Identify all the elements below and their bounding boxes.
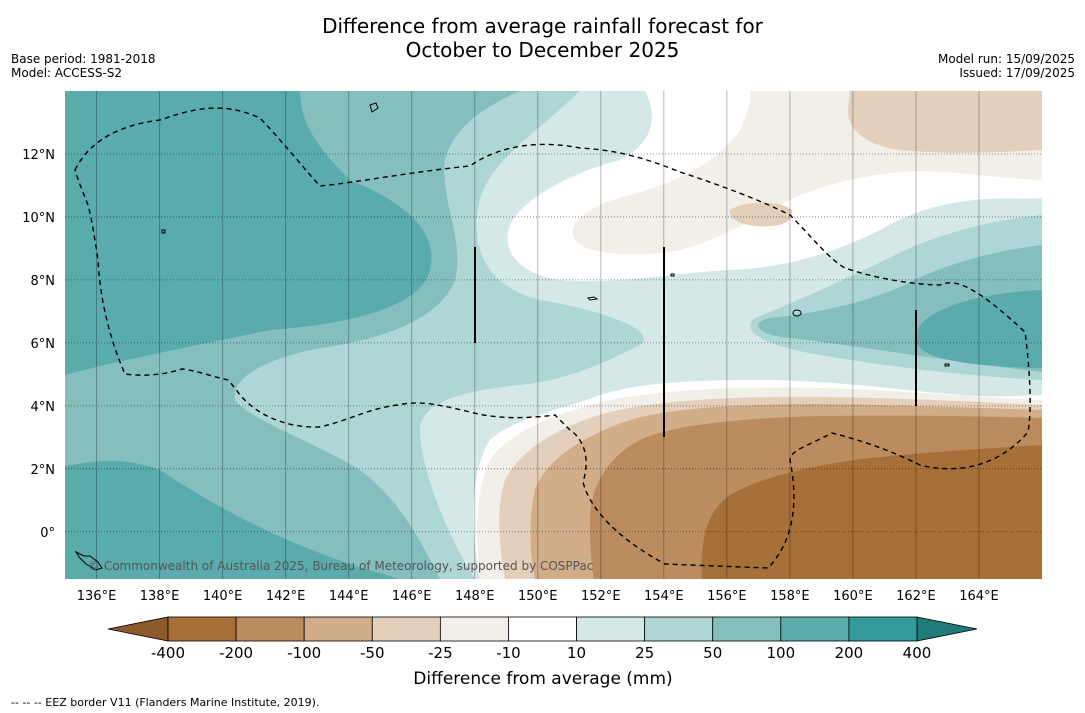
model-run-label: Model run: 15/09/2025 — [937, 52, 1075, 66]
page-title: Difference from average rainfall forecas… — [0, 14, 1085, 62]
colorbar-tick-label: 400 — [903, 644, 932, 662]
meta-right: Model run: 15/09/2025 Issued: 17/09/2025 — [938, 52, 1075, 80]
lat-tick-label: 10°N — [22, 211, 55, 226]
colorbar-swatch — [712, 616, 782, 642]
base-period-label: Base period: 1981-2018 — [11, 52, 156, 66]
lat-tick-label: 12°N — [22, 148, 55, 163]
lat-tick-label: 0° — [40, 526, 55, 541]
lon-tick-label: 158°E — [770, 589, 810, 604]
issued-label: Issued: 17/09/2025 — [959, 66, 1075, 80]
meta-left: Base period: 1981-2018 Model: ACCESS-S2 — [11, 52, 156, 80]
lon-tick-label: 164°E — [959, 589, 999, 604]
colorbar-swatch — [508, 616, 577, 642]
ridge-lines — [474, 247, 917, 437]
lon-tick-label: 142°E — [266, 589, 306, 604]
colorbar-tick-label: 50 — [703, 644, 722, 662]
lon-tick-label: 152°E — [581, 589, 621, 604]
title-line-2: October to December 2025 — [405, 38, 680, 62]
colorbar-title: Difference from average (mm) — [413, 669, 672, 689]
lon-tick-label: 140°E — [203, 589, 243, 604]
colorbar-tick-label: -100 — [287, 644, 321, 662]
colorbar-swatch — [371, 616, 441, 642]
colorbar-swatch — [644, 616, 714, 642]
lon-tick-label: 162°E — [896, 589, 936, 604]
lon-tick-label: 146°E — [392, 589, 432, 604]
lat-tick-label: 8°N — [31, 274, 56, 289]
island-4 — [792, 309, 802, 317]
colorbar-over-arrow — [916, 616, 978, 642]
colorbar-swatch — [167, 616, 237, 642]
lon-tick-label: 144°E — [329, 589, 369, 604]
colorbar-tick-label: 100 — [766, 644, 795, 662]
lat-tick-label: 4°N — [31, 400, 56, 415]
lon-tick-label: 148°E — [455, 589, 495, 604]
contour-dry-200-400 — [701, 445, 1042, 579]
colorbar-tick-label: -200 — [219, 644, 253, 662]
colorbar-swatch — [848, 616, 918, 642]
title-line-1: Difference from average rainfall forecas… — [322, 14, 763, 38]
lon-tick-label: 154°E — [644, 589, 684, 604]
lon-tick-label: 138°E — [140, 589, 180, 604]
colorbar-tick-label: 200 — [835, 644, 864, 662]
colorbar-under-arrow — [107, 616, 169, 642]
lat-tick-label: 6°N — [31, 337, 56, 352]
island-7 — [670, 273, 675, 277]
colorbar-swatch — [780, 616, 850, 642]
lon-tick-label: 160°E — [833, 589, 873, 604]
lon-tick-label: 150°E — [518, 589, 558, 604]
eez-border-palau-fsm-west — [74, 107, 1031, 569]
colorbar-tick-label: 25 — [635, 644, 654, 662]
lon-tick-label: 136°E — [77, 589, 117, 604]
island-5 — [944, 363, 950, 367]
colorbar-swatch — [303, 616, 373, 642]
longitude-ticks: 136°E 138°E 140°E 142°E 144°E 146°E 148°E 150°E… — [77, 589, 999, 604]
contour-100-200-east — [915, 290, 1042, 368]
colorbar-swatch — [235, 616, 305, 642]
island-6 — [74, 550, 103, 571]
colorbar: -400 -200 -100 -50 -25 -10 10 25 50 100 200 400 — [107, 616, 978, 662]
island-3 — [586, 296, 599, 301]
rainfall-contours — [65, 91, 1042, 579]
colorbar-tick-label: -50 — [360, 644, 385, 662]
colorbar-tick-label: -400 — [151, 644, 185, 662]
colorbar-tick-label: -25 — [428, 644, 453, 662]
island-2 — [161, 229, 166, 234]
eez-footnote: -- -- -- EEZ border V11 (Flanders Marine… — [11, 696, 320, 709]
map-grid — [65, 91, 1042, 579]
colorbar-swatch — [439, 616, 509, 642]
colorbar-tick-label: -10 — [496, 644, 521, 662]
colorbar-tick-label: 10 — [567, 644, 586, 662]
contour-north-dry-mid — [848, 91, 1042, 153]
copyright-notice: © Commonwealth of Australia 2025, Bureau… — [88, 559, 593, 573]
latitude-ticks: 12°N 10°N 8°N 6°N 4°N 2°N 0° — [22, 148, 55, 541]
lon-tick-label: 156°E — [707, 589, 747, 604]
colorbar-swatch — [576, 616, 646, 642]
islands — [74, 102, 950, 571]
lat-tick-label: 2°N — [31, 463, 56, 478]
island-1 — [369, 102, 379, 113]
eez-borders — [74, 107, 1031, 569]
model-label: Model: ACCESS-S2 — [11, 66, 123, 80]
